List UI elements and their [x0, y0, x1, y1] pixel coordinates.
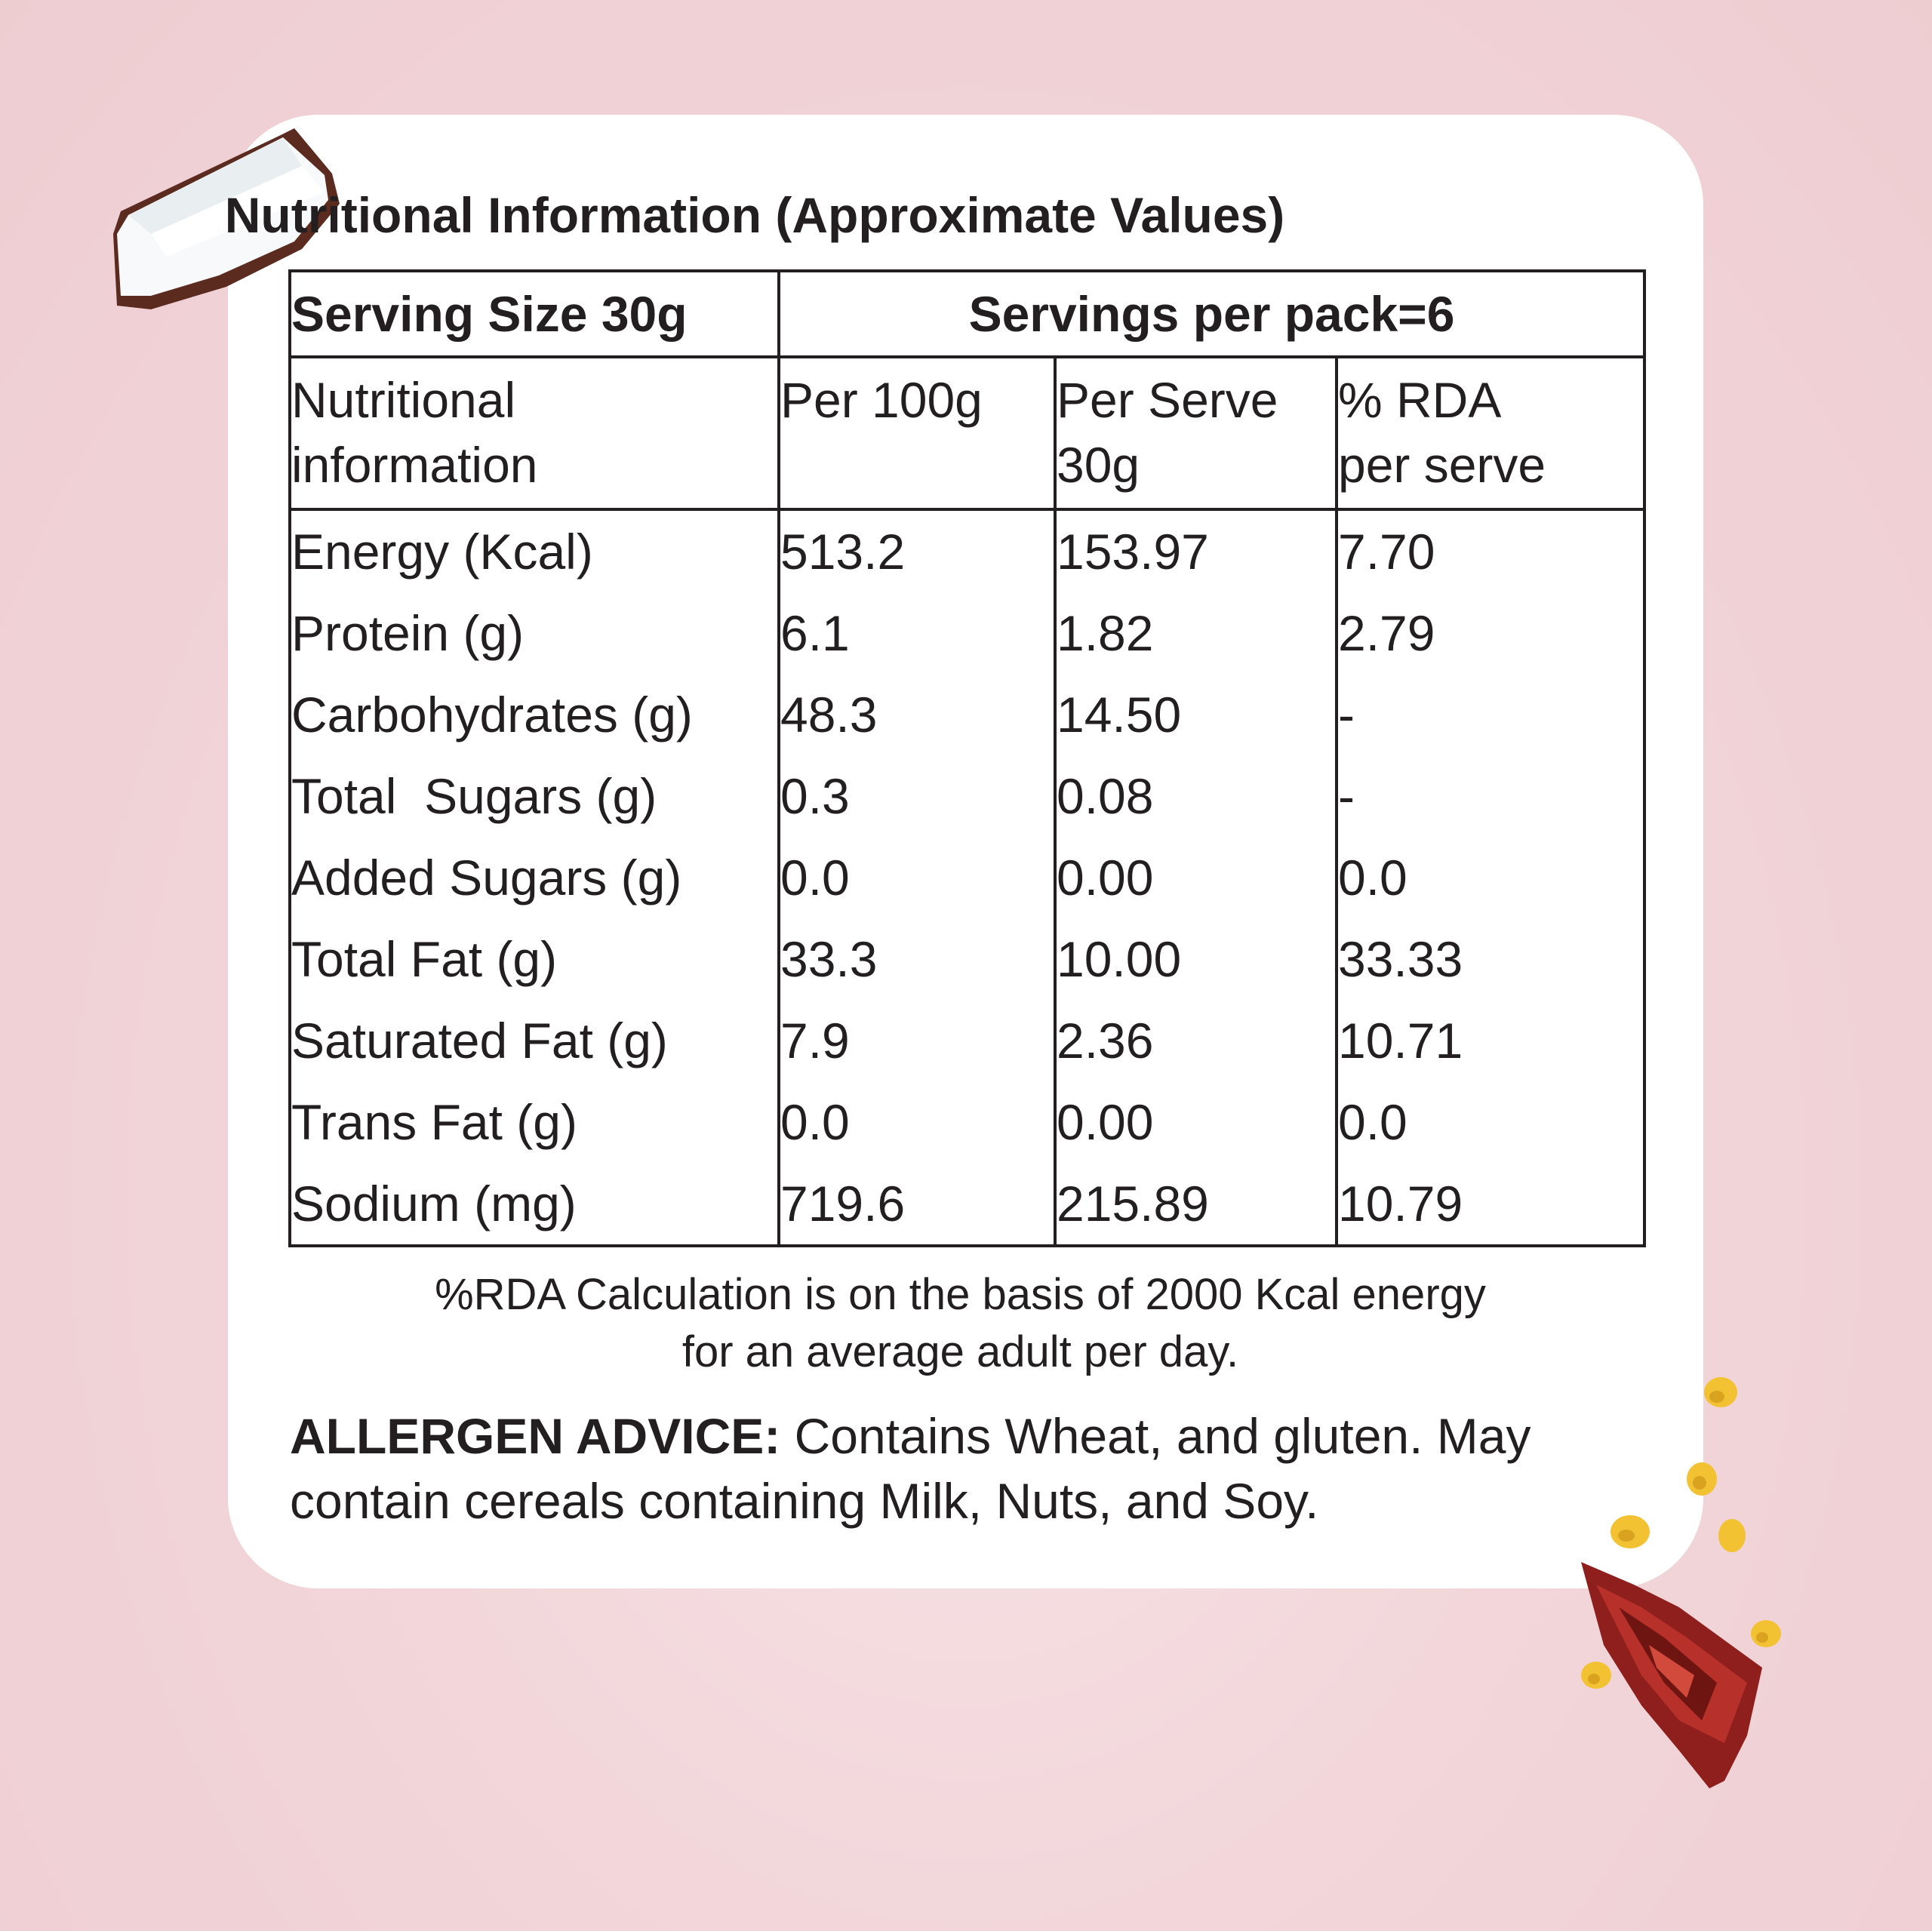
nutrient-name: Total Fat (g) — [291, 931, 558, 987]
per100-value: 513.2 — [780, 524, 906, 580]
nutrition-table: Serving Size 30g Servings per pack=6 Nut… — [288, 269, 1646, 1247]
dried-chili-image — [1581, 1562, 1762, 1788]
column-header-label: Per 100g — [780, 372, 983, 428]
per100-value: 0.3 — [780, 768, 850, 824]
rda-value: 10.71 — [1338, 1013, 1463, 1069]
allergen-label: ALLERGEN ADVICE: — [290, 1408, 781, 1464]
nutrient-name: Protein (g) — [291, 605, 525, 661]
per100-value: 719.6 — [780, 1176, 906, 1231]
servings-per-pack-cell: Servings per pack=6 — [777, 269, 1646, 358]
perserve-value: 153.97 — [1057, 524, 1209, 580]
column-header-label: 30g — [1057, 437, 1140, 493]
perserve-column: 153.97 1.82 14.50 0.08 0.00 10.00 2.36 0… — [1054, 508, 1338, 1247]
column-header-nutrient: Nutritional information — [288, 355, 780, 511]
perserve-value: 14.50 — [1057, 687, 1182, 743]
perserve-value: 10.00 — [1057, 931, 1182, 987]
nutrient-name: Sodium (mg) — [291, 1176, 577, 1231]
allergen-advice: ALLERGEN ADVICE: Contains Wheat, and glu… — [290, 1404, 1618, 1533]
per100-value: 48.3 — [780, 687, 878, 743]
page-title: Nutritional Information (Approximate Val… — [224, 187, 1285, 243]
column-header-label: % RDA — [1338, 372, 1502, 428]
servings-per-pack: Servings per pack=6 — [968, 286, 1455, 342]
rda-column: 7.70 2.79 - - 0.0 33.33 10.71 0.0 10.79 — [1335, 508, 1646, 1247]
rda-value: 2.79 — [1338, 605, 1435, 661]
nutrient-name: Added Sugars (g) — [291, 850, 682, 906]
per100-value: 6.1 — [780, 605, 850, 661]
serving-size-cell: Serving Size 30g — [288, 269, 780, 358]
column-header-label: information — [291, 437, 538, 493]
column-header-label: per serve — [1338, 437, 1546, 493]
nutrient-name: Saturated Fat (g) — [291, 1013, 668, 1069]
rda-value: 10.79 — [1338, 1176, 1463, 1231]
per100-value: 33.3 — [780, 931, 878, 987]
rda-value: - — [1338, 768, 1355, 824]
nutrient-name: Total Sugars (g) — [291, 768, 657, 824]
rda-value: 33.33 — [1338, 931, 1463, 987]
per100-column: 513.2 6.1 48.3 0.3 0.0 33.3 7.9 0.0 719.… — [777, 508, 1057, 1247]
per100-value: 0.0 — [780, 1094, 850, 1150]
serving-size: Serving Size 30g — [291, 286, 688, 342]
perserve-value: 1.82 — [1057, 605, 1154, 661]
column-header-rda: % RDA per serve — [1335, 355, 1646, 511]
allergen-text: Contains Wheat, and gluten. May contain … — [290, 1408, 1531, 1529]
perserve-value: 0.00 — [1057, 850, 1154, 906]
rda-value: 0.0 — [1338, 850, 1407, 906]
coconut-piece-image — [113, 128, 340, 309]
per100-value: 7.9 — [780, 1013, 850, 1069]
nutrient-name: Energy (Kcal) — [291, 524, 593, 580]
table-header-row: Serving Size 30g Servings per pack=6 — [288, 269, 1646, 358]
table-body-row: Energy (Kcal) Protein (g) Carbohydrates … — [288, 508, 1646, 1247]
perserve-value: 215.89 — [1057, 1176, 1209, 1231]
column-header-label: Nutritional — [291, 372, 516, 428]
nutrient-name: Trans Fat (g) — [291, 1094, 577, 1150]
perserve-value: 2.36 — [1057, 1013, 1154, 1069]
chickpea-image — [1581, 1377, 1781, 1689]
rda-note: %RDA Calculation is on the basis of 2000… — [435, 1270, 1486, 1376]
column-header-per100: Per 100g — [777, 355, 1057, 511]
column-header-row: Nutritional information Per 100g Per Ser… — [288, 355, 1646, 511]
perserve-value: 0.08 — [1057, 768, 1154, 824]
rda-value: 0.0 — [1338, 1094, 1407, 1150]
perserve-value: 0.00 — [1057, 1094, 1154, 1150]
rda-value: 7.70 — [1338, 524, 1435, 580]
nutrient-name: Carbohydrates (g) — [291, 687, 693, 743]
column-header-perserve: Per Serve 30g — [1054, 355, 1338, 511]
per100-value: 0.0 — [780, 850, 850, 906]
nutrient-name-column: Energy (Kcal) Protein (g) Carbohydrates … — [288, 508, 780, 1247]
column-header-label: Per Serve — [1057, 372, 1278, 428]
rda-value: - — [1338, 687, 1355, 743]
